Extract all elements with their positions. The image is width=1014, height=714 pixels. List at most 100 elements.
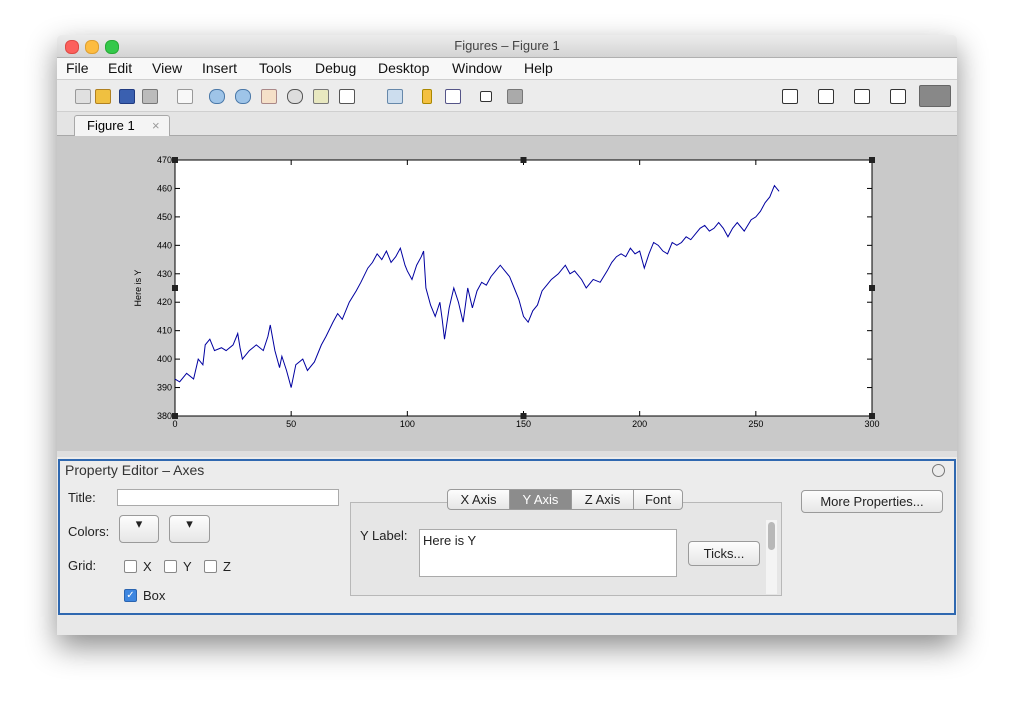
- menu-bar: File Edit View Insert Tools Debug Deskto…: [57, 58, 957, 80]
- brush-icon[interactable]: [339, 89, 355, 104]
- x-tick-label: 100: [400, 419, 415, 429]
- menu-item[interactable]: Desktop: [378, 60, 430, 76]
- menu-item[interactable]: Edit: [108, 60, 133, 76]
- more-properties-button[interactable]: More Properties...: [801, 490, 943, 513]
- selection-handle: [172, 285, 178, 291]
- grid-z-checkbox[interactable]: [204, 560, 217, 573]
- selection-handle: [869, 157, 875, 163]
- grid-y-checkbox[interactable]: [164, 560, 177, 573]
- figure-window: Figures – Figure 1 File Edit View Insert…: [57, 35, 957, 635]
- legend-icon[interactable]: [445, 89, 461, 104]
- menu-item[interactable]: Debug: [315, 60, 357, 76]
- axis-tab[interactable]: X Axis: [447, 489, 510, 510]
- splitter: [57, 451, 957, 457]
- figure-tab[interactable]: Figure 1 ×: [74, 115, 170, 136]
- face-color-button[interactable]: ▾: [119, 515, 159, 543]
- tile-icon[interactable]: [782, 89, 798, 104]
- selection-handle: [869, 285, 875, 291]
- data-line: [174, 184, 780, 388]
- x-tick-label: 0: [172, 419, 177, 429]
- menu-item[interactable]: Window: [452, 60, 502, 76]
- x-tick-label: 300: [864, 419, 879, 429]
- y-tick-label: 380: [157, 411, 172, 421]
- x-tick-label: 250: [748, 419, 763, 429]
- selection-handle: [520, 413, 527, 419]
- property-editor: Property Editor – Axes Title: Colors: ▾ …: [58, 459, 956, 615]
- editor-title: Property Editor – Axes: [65, 462, 205, 478]
- y-tick-label: 390: [157, 383, 172, 393]
- left-right-icon[interactable]: [818, 89, 834, 104]
- x-tick-label: 200: [632, 419, 647, 429]
- y-axis-label: Here is Y: [133, 270, 143, 307]
- grid-x-label: X: [143, 559, 152, 574]
- x-tick-label: 150: [516, 419, 531, 429]
- menu-item[interactable]: Tools: [259, 60, 292, 76]
- y-tick-label: 450: [157, 212, 172, 222]
- figure-canvas: Here is Y 380 390 400 410 420 430 440 450 460 470…: [57, 136, 957, 451]
- axes-box: [174, 159, 873, 417]
- menu-item[interactable]: Help: [524, 60, 553, 76]
- tab-label: Figure 1: [87, 118, 135, 133]
- window-title: Figures – Figure 1: [454, 38, 560, 53]
- pointer-icon[interactable]: [177, 89, 193, 104]
- axis-tab[interactable]: Z Axis: [571, 489, 634, 510]
- toolbar: [57, 80, 957, 112]
- y-tick-label: 460: [157, 183, 172, 193]
- grid-label: Grid:: [68, 558, 97, 573]
- collapse-button[interactable]: [932, 464, 945, 477]
- new-icon[interactable]: [75, 89, 91, 104]
- zoom-in-icon[interactable]: [209, 89, 225, 104]
- maximize-icon[interactable]: [919, 85, 951, 107]
- grid-x-checkbox[interactable]: [124, 560, 137, 573]
- title-bar: Figures – Figure 1: [57, 35, 957, 58]
- menu-item[interactable]: File: [66, 60, 89, 76]
- y-tick-label: 400: [157, 354, 172, 364]
- ticks-button[interactable]: Ticks...: [688, 541, 760, 566]
- hide-icon[interactable]: [480, 91, 492, 102]
- grid-y-label: Y: [183, 559, 192, 574]
- menu-item[interactable]: View: [152, 60, 183, 76]
- selection-handle: [869, 413, 875, 419]
- print-icon[interactable]: [142, 89, 158, 104]
- datacursor-icon[interactable]: [313, 89, 329, 104]
- scrollbar[interactable]: [766, 520, 777, 594]
- y-tick-label: 430: [157, 269, 172, 279]
- pan-icon[interactable]: [261, 89, 277, 104]
- menu-item[interactable]: Insert: [202, 60, 238, 76]
- ylabel-label: Y Label:: [360, 528, 408, 543]
- status-bar: [57, 615, 957, 635]
- selection-handle: [172, 413, 178, 419]
- open-icon[interactable]: [95, 89, 111, 104]
- title-input[interactable]: [117, 489, 339, 506]
- rotate-icon[interactable]: [287, 89, 303, 104]
- show-icon[interactable]: [507, 89, 523, 104]
- title-label: Title:: [68, 490, 96, 505]
- edge-color-button[interactable]: ▾: [169, 515, 210, 543]
- ylabel-text: Here is Y: [423, 533, 477, 548]
- y-tick-label: 410: [157, 326, 172, 336]
- tab-close[interactable]: ×: [152, 118, 160, 133]
- y-tick-label: 420: [157, 297, 172, 307]
- axis-tab[interactable]: Font: [633, 489, 683, 510]
- link-icon[interactable]: [387, 89, 403, 104]
- close-button[interactable]: [65, 40, 79, 54]
- axis-panel: Y Label: Here is Y Ticks...: [350, 502, 782, 596]
- top-bottom-icon[interactable]: [854, 89, 870, 104]
- minimize-button[interactable]: [85, 40, 99, 54]
- colors-label: Colors:: [68, 524, 110, 539]
- y-tick-label: 470: [157, 155, 172, 165]
- y-tick-label: 440: [157, 240, 172, 250]
- axis-tab-selected[interactable]: Y Axis: [509, 489, 572, 510]
- colorbar-icon[interactable]: [422, 89, 432, 104]
- x-tick-label: 50: [286, 419, 296, 429]
- zoom-out-icon[interactable]: [235, 89, 251, 104]
- tab-bar: Figure 1 ×: [57, 112, 957, 136]
- selection-handle: [172, 157, 178, 163]
- box-label: Box: [143, 588, 166, 603]
- float-icon[interactable]: [890, 89, 906, 104]
- save-icon[interactable]: [119, 89, 135, 104]
- zoom-button[interactable]: [105, 40, 119, 54]
- box-checkbox[interactable]: ✓: [124, 589, 137, 602]
- ylabel-input[interactable]: Here is Y: [419, 529, 677, 577]
